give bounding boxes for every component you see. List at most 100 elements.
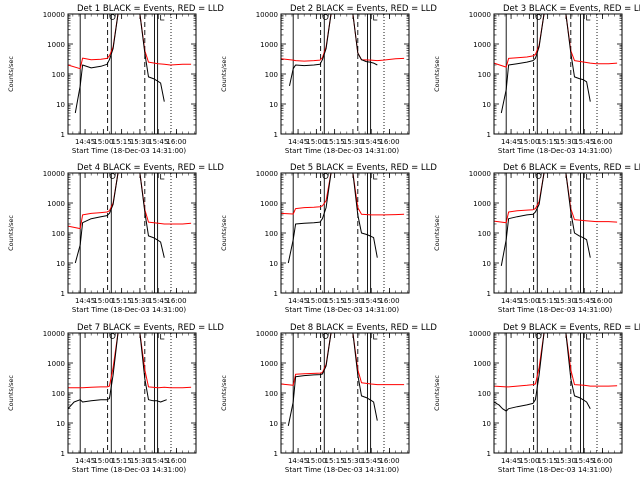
plot-frame [493,172,623,294]
y-tick-label: 10000 [469,11,491,19]
plot-frame [67,332,197,454]
x-tick-label: 15:15 [325,457,345,465]
y-tick-label: 100 [52,71,65,79]
y-tick-label: 1 [274,290,278,298]
x-tick-label: 15:00 [306,457,326,465]
panel-det-3: Det 3 BLACK = Events, RED = LLD Counts/se… [433,4,640,155]
y-axis-label: Counts/sec [433,56,441,92]
x-tick-label: 15:00 [93,457,113,465]
x-axis-label: Start Time (18-Dec-03 14:31:00) [285,466,399,474]
y-tick-label: 10000 [256,330,278,338]
x-tick-label: 15:45 [574,138,594,146]
y-axis-label: Counts/sec [7,215,15,251]
panel-title: Det 4 BLACK = Events, RED = LLD [77,163,224,173]
x-tick-label: 15:15 [325,297,345,305]
x-axis-label: Start Time (18-Dec-03 14:31:00) [72,147,186,155]
x-tick-label: 15:30 [130,138,150,146]
x-tick-label: 15:30 [556,297,576,305]
x-tick-label: 15:45 [361,297,381,305]
panel-title: Det 1 BLACK = Events, RED = LLD [77,4,224,14]
series-events-line [74,172,165,264]
series-events-line [67,332,167,410]
y-tick-label: 10 [482,260,491,268]
panel-title: Det 5 BLACK = Events, RED = LLD [290,163,437,173]
x-tick-label: 16:00 [166,138,186,146]
y-tick-label: 100 [265,230,278,238]
panel-title: Det 3 BLACK = Events, RED = LLD [503,4,640,14]
panel-det-6: Det 6 BLACK = Events, RED = LLD Counts/se… [433,163,640,314]
x-axis-label: Start Time (18-Dec-03 14:31:00) [72,466,186,474]
plot-frame [493,13,623,135]
marker-circle [109,14,116,20]
series-events-line [287,172,378,264]
panel-title: Det 7 BLACK = Events, RED = LLD [77,323,224,333]
y-tick-label: 10 [482,420,491,428]
x-tick-label: 15:45 [361,457,381,465]
x-tick-label: 15:15 [325,138,345,146]
marker-bracket [373,15,378,21]
y-tick-label: 1000 [473,360,491,368]
x-tick-label: 15:00 [93,297,113,305]
series-events-line [289,13,378,87]
y-tick-label: 1 [274,450,278,458]
marker-circle [109,173,116,179]
x-tick-label: 14:45 [501,297,521,305]
y-axis-label: Counts/sec [433,215,441,251]
y-tick-label: 10 [56,260,65,268]
series-events-line [74,13,165,114]
x-tick-label: 16:00 [379,297,399,305]
x-tick-label: 15:00 [519,297,539,305]
panel-title: Det 6 BLACK = Events, RED = LLD [503,163,640,173]
series-lld-line [280,13,405,62]
x-tick-label: 15:15 [112,138,132,146]
marker-circle [322,333,329,339]
x-tick-label: 15:45 [574,457,594,465]
marker-circle [322,14,329,20]
x-tick-label: 15:00 [93,138,113,146]
x-tick-label: 14:45 [75,457,95,465]
y-tick-label: 1000 [260,200,278,208]
y-tick-label: 100 [478,71,491,79]
y-axis-label: Counts/sec [7,56,15,92]
series-lld-line [67,13,192,70]
plot-frame [67,172,197,294]
marker-circle [535,173,542,179]
x-axis-label: Start Time (18-Dec-03 14:31:00) [285,306,399,314]
series-lld-line [493,332,618,388]
x-tick-label: 15:15 [538,297,558,305]
x-tick-label: 16:00 [592,138,612,146]
marker-bracket [373,174,378,180]
x-tick-label: 15:15 [112,457,132,465]
series-events-line [287,332,378,427]
y-tick-label: 100 [478,230,491,238]
marker-circle [109,333,116,339]
panel-det-5: Det 5 BLACK = Events, RED = LLD Counts/se… [220,163,437,314]
y-axis-label: Counts/sec [220,56,228,92]
plot-frame [67,13,197,135]
x-tick-label: 14:45 [501,457,521,465]
series-events-line [493,332,591,412]
x-tick-label: 15:15 [538,138,558,146]
y-tick-label: 10 [269,420,278,428]
y-tick-label: 1 [61,290,65,298]
marker-circle [535,14,542,20]
x-tick-label: 16:00 [166,457,186,465]
x-tick-label: 15:30 [343,138,363,146]
x-tick-label: 14:45 [288,297,308,305]
plot-frame [280,172,410,294]
y-tick-label: 10000 [43,170,65,178]
y-tick-label: 10000 [256,11,278,19]
x-tick-label: 15:30 [130,457,150,465]
y-tick-label: 10000 [256,170,278,178]
x-tick-label: 15:30 [343,457,363,465]
y-tick-label: 1 [61,131,65,139]
panel-det-8: Det 8 BLACK = Events, RED = LLD Counts/se… [220,323,437,474]
x-axis-label: Start Time (18-Dec-03 14:31:00) [498,466,612,474]
y-tick-label: 1000 [473,200,491,208]
marker-circle [535,333,542,339]
panel-det-2: Det 2 BLACK = Events, RED = LLD Counts/se… [220,4,437,155]
y-tick-label: 10000 [469,170,491,178]
x-tick-label: 15:15 [112,297,132,305]
